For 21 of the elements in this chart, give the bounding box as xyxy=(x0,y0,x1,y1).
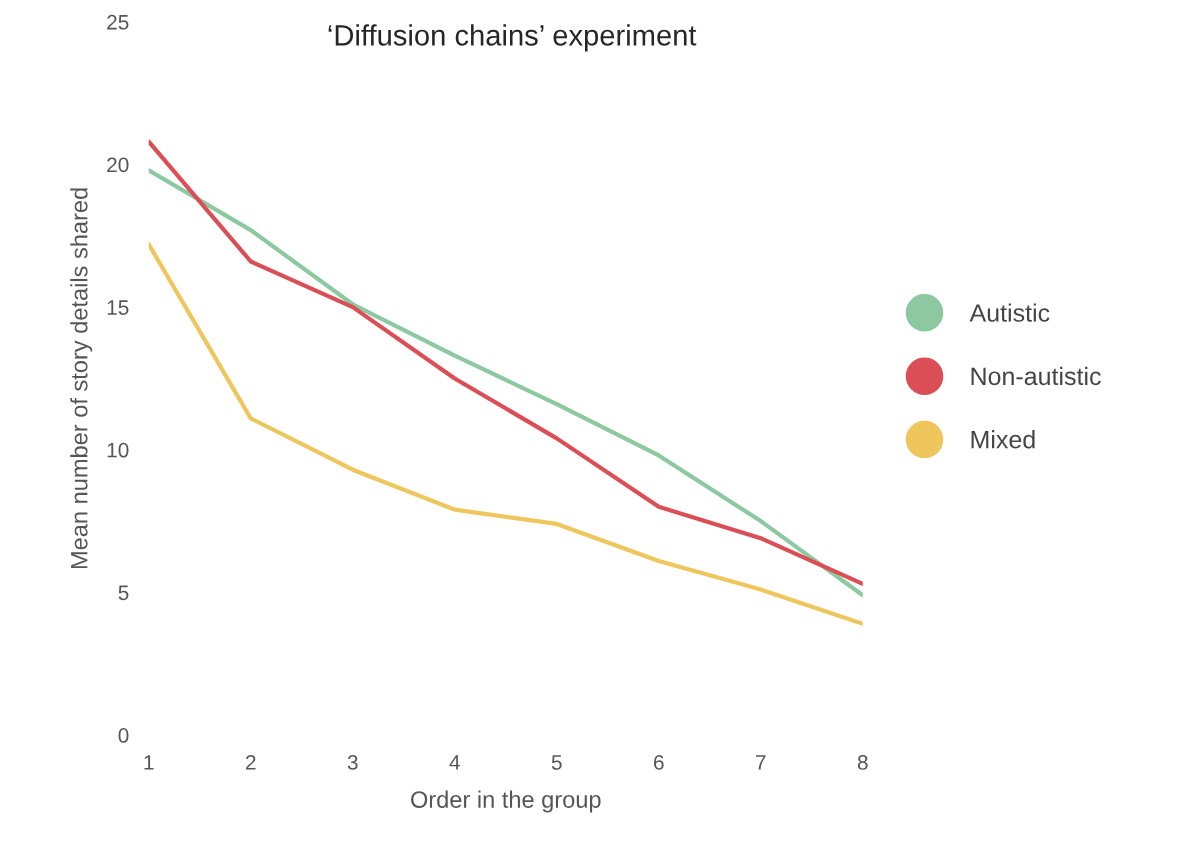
legend-label: Non-autistic xyxy=(971,366,1101,386)
y-tick-label: 20 xyxy=(107,157,129,173)
legend-label: Mixed xyxy=(971,430,1035,449)
x-tick-label: 7 xyxy=(756,755,766,770)
x-tick-label: 1 xyxy=(144,755,154,770)
y-axis-title: Mean number of story details shared xyxy=(70,188,93,569)
y-tick-label: 0 xyxy=(118,728,129,743)
line-series xyxy=(148,242,863,626)
y-tick-label: 5 xyxy=(118,585,129,601)
y-tick-label: 25 xyxy=(107,14,129,30)
x-tick-label: 6 xyxy=(654,755,664,770)
y-tick-label: 15 xyxy=(107,300,129,315)
x-tick-label: 4 xyxy=(449,755,460,770)
y-tick-label: 10 xyxy=(107,442,129,458)
chart-title: ‘Diffusion chains’ experiment xyxy=(328,24,697,52)
x-axis-title: Order in the group xyxy=(411,790,601,813)
legend-label: Autistic xyxy=(969,303,1050,322)
x-tick-label: 2 xyxy=(246,755,256,770)
x-tick-label: 8 xyxy=(857,755,868,770)
x-tick-label: 3 xyxy=(347,755,358,770)
x-tick-label: 5 xyxy=(551,755,562,770)
